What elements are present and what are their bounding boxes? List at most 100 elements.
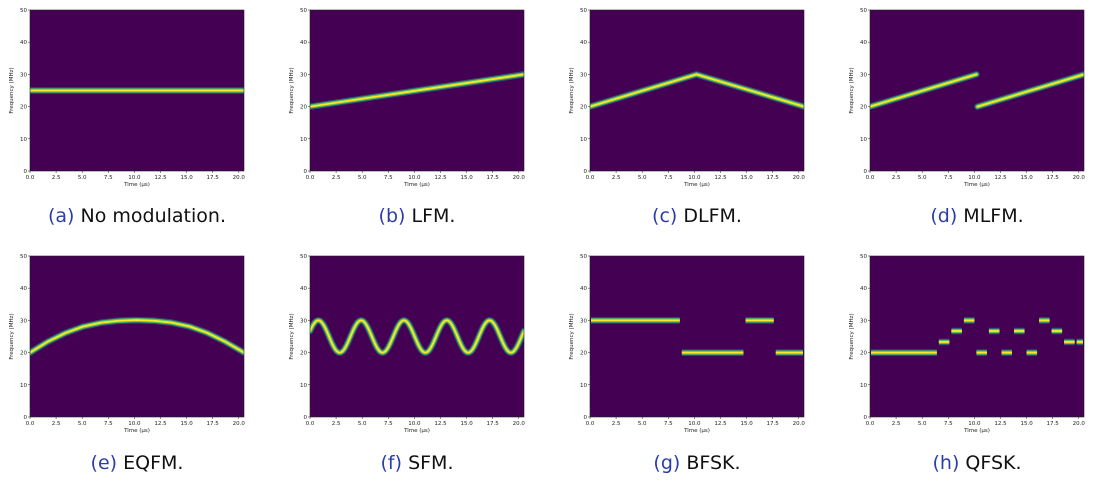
y-tick-label: 10 xyxy=(860,137,867,143)
spectrogram-chart: 0.0 2.5 5.0 7.5 10.0 12.5 15.0 17.5 20.0 0 10 20 30 4… xyxy=(569,254,806,434)
x-tick-label: 17.5 xyxy=(487,421,500,427)
y-tick-label: 30 xyxy=(860,72,867,78)
y-axis-label: Frequency (MHz) xyxy=(569,67,575,113)
spectrogram-panel-none: 0.0 2.5 5.0 7.5 10.0 12.5 15.0 17.5 20.0 0 10 20 30 4… xyxy=(6,6,250,191)
x-tick-label: 15.0 xyxy=(460,421,473,427)
x-tick-label: 0.0 xyxy=(586,175,595,181)
x-tick-label: 10.0 xyxy=(408,421,421,427)
y-tick-label: 40 xyxy=(20,286,27,292)
y-tick-label: 50 xyxy=(300,8,307,14)
y-tick-label: 40 xyxy=(580,40,587,46)
panel-caption: (e) EQFM. xyxy=(0,452,274,474)
frequency-trace-0 xyxy=(310,73,524,108)
y-axis-label: Frequency (MHz) xyxy=(9,67,15,113)
y-tick-label: 40 xyxy=(860,286,867,292)
x-tick-label: 15.0 xyxy=(740,175,753,181)
x-tick-label: 12.5 xyxy=(434,175,447,181)
x-tick-label: 20.0 xyxy=(513,175,526,181)
x-tick-label: 2.5 xyxy=(892,421,901,427)
caption-text: SFM. xyxy=(408,452,454,474)
y-axis-label: Frequency (MHz) xyxy=(289,67,295,113)
y-axis-label: Frequency (MHz) xyxy=(849,67,855,113)
x-tick-label: 20.0 xyxy=(233,175,246,181)
spectrogram-chart: 0.0 2.5 5.0 7.5 10.0 12.5 15.0 17.5 20.0 0 10 20 30 4… xyxy=(289,8,526,188)
x-axis-label: Time (μs) xyxy=(123,428,150,434)
axes-frame xyxy=(869,9,1085,172)
spectrogram-panel-lfm: 0.0 2.5 5.0 7.5 10.0 12.5 15.0 17.5 20.0 0 10 20 30 4… xyxy=(286,6,530,191)
y-tick-label: 0 xyxy=(864,415,868,421)
x-axis-label: Time (μs) xyxy=(963,428,990,434)
x-tick-label: 17.5 xyxy=(487,175,500,181)
spectrogram-panel-bfsk: 0.0 2.5 5.0 7.5 10.0 12.5 15.0 17.5 20.0 0 10 20 30 4… xyxy=(566,252,810,437)
x-tick-label: 10.0 xyxy=(968,175,981,181)
axes-frame xyxy=(309,9,525,172)
y-tick-label: 30 xyxy=(860,318,867,324)
y-tick-label: 40 xyxy=(300,40,307,46)
y-tick-label: 20 xyxy=(860,105,867,111)
y-tick-label: 0 xyxy=(584,169,588,175)
plot-background xyxy=(590,10,804,171)
x-tick-label: 17.5 xyxy=(767,421,780,427)
x-tick-label: 7.5 xyxy=(944,175,953,181)
plot-background xyxy=(870,256,1084,417)
x-tick-label: 7.5 xyxy=(104,421,113,427)
y-tick-label: 0 xyxy=(24,169,28,175)
x-tick-label: 17.5 xyxy=(207,421,220,427)
caption-text: BFSK. xyxy=(686,452,741,474)
y-tick-label: 0 xyxy=(864,169,868,175)
x-tick-label: 10.0 xyxy=(128,421,141,427)
caption-label: (d) xyxy=(930,205,958,227)
y-axis-label: Frequency (MHz) xyxy=(569,313,575,359)
panel-caption: (h) QFSK. xyxy=(840,452,1098,474)
x-tick-label: 15.0 xyxy=(1020,421,1033,427)
caption-text: No modulation. xyxy=(80,205,226,227)
y-tick-label: 20 xyxy=(20,105,27,111)
x-tick-label: 7.5 xyxy=(664,175,673,181)
x-tick-label: 20.0 xyxy=(793,175,806,181)
spectrogram-panel-qfsk: 0.0 2.5 5.0 7.5 10.0 12.5 15.0 17.5 20.0 0 10 20 30 4… xyxy=(846,252,1090,437)
x-tick-label: 5.0 xyxy=(638,421,647,427)
axes-frame xyxy=(869,255,1085,418)
x-tick-label: 12.5 xyxy=(154,175,167,181)
x-tick-label: 7.5 xyxy=(384,175,393,181)
plot-background xyxy=(870,10,1084,171)
y-tick-label: 30 xyxy=(580,72,587,78)
y-tick-label: 10 xyxy=(20,383,27,389)
y-tick-label: 20 xyxy=(300,105,307,111)
axes-frame xyxy=(589,9,805,172)
caption-label: (h) xyxy=(932,452,960,474)
y-tick-label: 20 xyxy=(300,351,307,357)
axes-frame xyxy=(29,9,245,172)
caption-text: DLFM. xyxy=(683,205,742,227)
y-tick-label: 20 xyxy=(580,351,587,357)
y-tick-label: 10 xyxy=(20,137,27,143)
x-tick-label: 2.5 xyxy=(52,175,61,181)
x-tick-label: 15.0 xyxy=(740,421,753,427)
y-tick-label: 30 xyxy=(300,72,307,78)
y-tick-label: 40 xyxy=(300,286,307,292)
x-tick-label: 12.5 xyxy=(994,175,1007,181)
y-tick-label: 30 xyxy=(20,72,27,78)
x-tick-label: 17.5 xyxy=(767,175,780,181)
caption-text: LFM. xyxy=(411,205,456,227)
x-tick-label: 20.0 xyxy=(1073,175,1086,181)
y-tick-label: 40 xyxy=(860,40,867,46)
x-tick-label: 20.0 xyxy=(1073,421,1086,427)
x-tick-label: 0.0 xyxy=(586,421,595,427)
x-tick-label: 0.0 xyxy=(306,421,315,427)
x-tick-label: 5.0 xyxy=(918,175,927,181)
x-tick-label: 20.0 xyxy=(793,421,806,427)
y-tick-label: 50 xyxy=(20,254,27,260)
plot-background xyxy=(590,256,804,417)
x-tick-label: 12.5 xyxy=(714,175,727,181)
x-tick-label: 5.0 xyxy=(78,421,87,427)
caption-text: EQFM. xyxy=(123,452,184,474)
panel-caption: (b) LFM. xyxy=(280,205,554,227)
panel-caption: (f) SFM. xyxy=(280,452,554,474)
spectrogram-panel-eqfm: 0.0 2.5 5.0 7.5 10.0 12.5 15.0 17.5 20.0 0 10 20 30 4… xyxy=(6,252,250,437)
caption-label: (f) xyxy=(380,452,403,474)
y-tick-label: 40 xyxy=(580,286,587,292)
y-tick-label: 10 xyxy=(860,383,867,389)
y-tick-label: 30 xyxy=(20,318,27,324)
x-tick-label: 2.5 xyxy=(52,421,61,427)
